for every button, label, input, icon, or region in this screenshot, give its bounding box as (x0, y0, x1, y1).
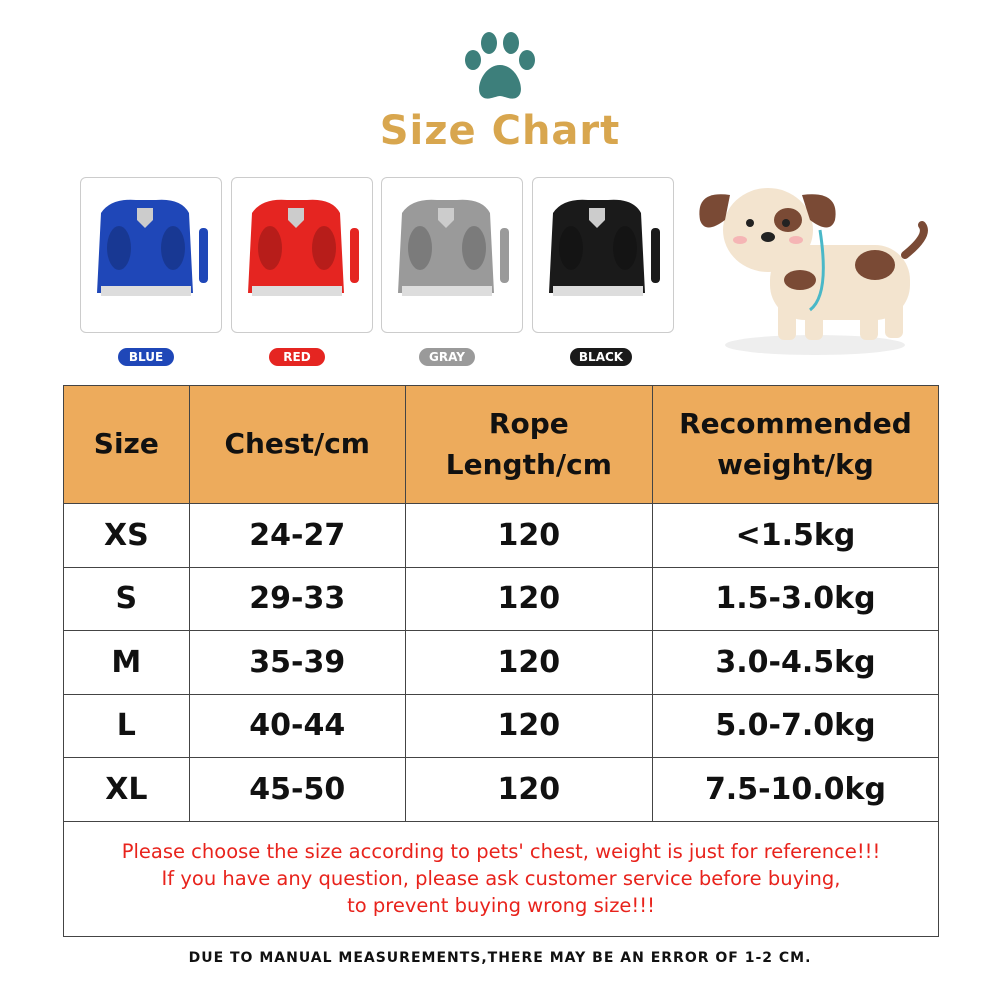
header-rope-length: Rope Length/cm (404, 385, 653, 504)
measurement-disclaimer: DUE TO MANUAL MEASUREMENTS,THERE MAY BE … (188, 950, 812, 966)
header-weight: Recommended weight/kg (651, 385, 940, 504)
cell-chest: 29-33 (188, 566, 406, 631)
cell-size: M (63, 630, 190, 695)
cell-size: XS (63, 503, 190, 568)
color-label-blue: BLUE (118, 348, 174, 366)
note-line: Please choose the size according to pets… (121, 840, 881, 863)
harness-image (97, 199, 208, 296)
header-chest: Chest/cm (188, 385, 406, 504)
cell-weight: <1.5kg (651, 503, 940, 568)
cell-chest: 40-44 (188, 693, 406, 758)
paw-icon (465, 32, 535, 99)
harness-image (398, 199, 509, 296)
size-note: Please choose the size according to pets… (63, 821, 939, 937)
table-row: M 35-39 120 3.0-4.5kg (63, 630, 940, 695)
size-table: Size Chest/cm Rope Length/cm Recommended… (63, 385, 940, 822)
cell-size: L (63, 693, 190, 758)
cell-size: XL (63, 757, 190, 822)
cell-rope-length: 120 (404, 757, 653, 822)
table-header-row: Size Chest/cm Rope Length/cm Recommended… (63, 385, 940, 504)
table-row: S 29-33 120 1.5-3.0kg (63, 566, 940, 631)
color-label-red: RED (269, 348, 325, 366)
cell-rope-length: 120 (404, 693, 653, 758)
color-label-gray: GRAY (419, 348, 475, 366)
harness-card-red[interactable] (231, 177, 373, 333)
cell-weight: 3.0-4.5kg (651, 630, 940, 695)
table-row: XS 24-27 120 <1.5kg (63, 503, 940, 568)
cell-weight: 7.5-10.0kg (651, 757, 940, 822)
cell-chest: 24-27 (188, 503, 406, 568)
table-row: L 40-44 120 5.0-7.0kg (63, 693, 940, 758)
cell-weight: 5.0-7.0kg (651, 693, 940, 758)
note-line: to prevent buying wrong size!!! (347, 894, 655, 917)
cell-rope-length: 120 (404, 566, 653, 631)
cell-rope-length: 120 (404, 630, 653, 695)
page-title: Size Chart (379, 108, 621, 154)
cell-size: S (63, 566, 190, 631)
harness-card-black[interactable] (532, 177, 674, 333)
dog-illustration (699, 188, 928, 355)
harness-card-gray[interactable] (381, 177, 523, 333)
harness-card-blue[interactable] (80, 177, 222, 333)
cell-chest: 35-39 (188, 630, 406, 695)
cell-rope-length: 120 (404, 503, 653, 568)
cell-weight: 1.5-3.0kg (651, 566, 940, 631)
color-label-black: BLACK (570, 348, 632, 366)
cell-chest: 45-50 (188, 757, 406, 822)
table-row: XL 45-50 120 7.5-10.0kg (63, 757, 940, 822)
harness-image (549, 199, 660, 296)
harness-image (248, 199, 359, 296)
header-size: Size (63, 385, 190, 504)
note-line: If you have any question, please ask cus… (161, 867, 841, 890)
